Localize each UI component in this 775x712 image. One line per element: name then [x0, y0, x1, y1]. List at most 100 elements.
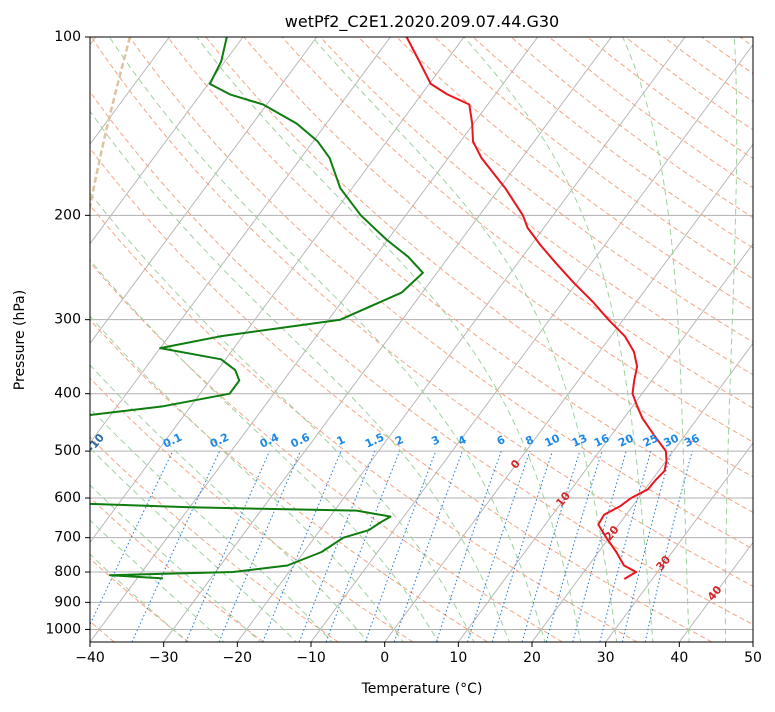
moist-adiabat-label: 20 [602, 523, 622, 543]
isotherm-line [0, 37, 317, 642]
moist-adiabat-label: 30 [653, 553, 673, 573]
dry-adiabat-line [664, 37, 775, 642]
y-tick-label: 500 [54, 443, 81, 459]
dry-adiabat-line [435, 37, 775, 642]
isotherm-line [679, 37, 775, 642]
y-tick-label: 800 [54, 564, 81, 580]
moist-adiabat-line [0, 94, 334, 644]
moist-adiabat-line [0, 50, 405, 645]
isotherm-line [0, 37, 390, 642]
x-tick-label: 20 [523, 650, 541, 666]
y-tick-label: 100 [54, 29, 81, 45]
y-tick-label: 400 [54, 386, 81, 402]
mixing-ratio-label: 10 [543, 431, 563, 449]
mixing-ratio-line [219, 451, 301, 642]
y-tick-label: 1000 [45, 621, 81, 637]
x-tick-label: −30 [149, 650, 179, 666]
x-tick-label: 50 [744, 650, 762, 666]
isotherm-line [164, 37, 612, 642]
freezing-line-group [40, 37, 130, 650]
dry-adiabat-line [740, 37, 775, 642]
dry-adiabat-line [358, 37, 775, 642]
x-tick-label: −40 [75, 650, 105, 666]
mixing-ratio-label: 0.2 [208, 431, 231, 451]
y-tick-label: 300 [54, 312, 81, 328]
plot-frame [90, 37, 753, 642]
isotherm-line [311, 37, 759, 642]
mixing-ratio-label: 4 [456, 433, 469, 448]
x-tick-label: 40 [670, 650, 688, 666]
dry-adiabat-line [397, 37, 775, 642]
dry-adiabat-line [0, 37, 637, 642]
dry-adiabat-label: -20 [0, 402, 21, 426]
mixing-ratio-label: 16 [592, 431, 612, 449]
dry-adiabat-line [282, 37, 775, 642]
mixing-ratio-line [546, 451, 602, 642]
mixing-ratio-label: 6 [495, 433, 508, 448]
dry-adiabat-line [549, 37, 775, 642]
isotherm-line [237, 37, 685, 642]
y-axis: 100 200 300 400 500 600 700 800 900 1000 [45, 29, 90, 637]
mixing-ratio-label: 3 [429, 433, 441, 448]
moist-adiabat-label: 10 [553, 489, 573, 509]
mixing-ratio-label: 2 [393, 433, 405, 448]
isotherm-line [532, 37, 775, 642]
pressure-gridlines [90, 215, 753, 629]
dry-adiabat-line [511, 37, 775, 642]
freezing-curve [40, 37, 130, 650]
mixing-ratio-line [573, 451, 626, 642]
dry-adiabat-line [0, 37, 562, 642]
moist-adiabat-line [0, 141, 263, 644]
mixing-ratio-lines [82, 451, 692, 642]
mixing-ratio-label: 25 [641, 432, 660, 450]
isotherm-line [90, 37, 538, 642]
dry-adiabat-line [15, 37, 712, 642]
x-tick-label: −20 [223, 650, 253, 666]
dry-adiabat-line [0, 37, 338, 642]
dry-adiabat-line [702, 37, 775, 642]
mixing-ratio-line [394, 451, 462, 642]
mixing-ratio-line [492, 451, 552, 642]
x-tick-label: 30 [597, 650, 615, 666]
mixing-ratio-label: 0.1 [161, 431, 184, 451]
dry-adiabat-line [0, 37, 264, 642]
y-tick-label: 700 [54, 530, 81, 546]
mixing-ratio-label: 1 [335, 433, 347, 448]
moist-adiabat-line [0, 124, 299, 645]
moist-adiabat-line [109, 37, 545, 644]
dry-adiabat-line [168, 37, 775, 642]
y-tick-label: 900 [54, 594, 81, 610]
y-tick-label: 200 [54, 207, 81, 223]
plot-area: -100-90-80-70-60-50-40-30-20-10010203040… [0, 37, 775, 650]
mixing-ratio-label: 1.5 [363, 431, 386, 451]
dry-adiabat-line [473, 37, 775, 642]
mixing-ratio-line [365, 451, 436, 642]
y-tick-label: 600 [54, 490, 81, 506]
isotherm-line [753, 37, 775, 642]
dry-adiabat-line [0, 37, 189, 642]
mixing-ratio-label: 13 [570, 432, 589, 450]
x-axis-label: Temperature (°C) [361, 681, 483, 697]
mixing-ratio-line [299, 451, 375, 642]
moist-adiabat-line [725, 37, 736, 644]
mixing-ratio-line [326, 451, 400, 642]
mixing-ratio-line [82, 451, 173, 642]
chart-title: wetPf2_C2E1.2020.209.07.44.G30 [285, 12, 559, 32]
x-tick-label: −10 [296, 650, 326, 666]
x-tick-label: 10 [449, 650, 467, 666]
x-axis: −40 −30 −20 −10 0 10 20 30 40 50 [75, 642, 762, 666]
mixing-ratio-label: 0.4 [258, 430, 281, 450]
x-tick-label: 0 [380, 650, 389, 666]
moist-adiabat-line [623, 37, 690, 644]
mixing-ratio-line [468, 451, 530, 642]
isotherm-line [385, 37, 775, 642]
moist-adiabat-lines [0, 37, 737, 644]
moist-adiabat-line [0, 37, 475, 644]
mixing-ratio-label: 30 [662, 431, 682, 449]
y-axis-label: Pressure (hPa) [12, 290, 28, 390]
mixing-ratio-line [622, 451, 671, 642]
mixing-ratio-line [436, 451, 501, 642]
mixing-ratio-label: 0.6 [289, 430, 312, 450]
